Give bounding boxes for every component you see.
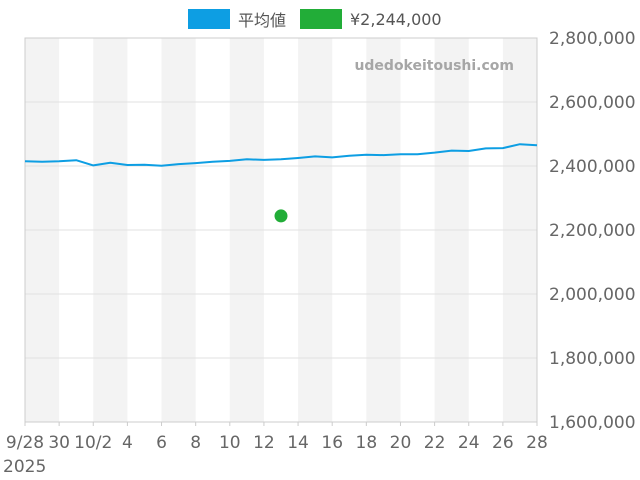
y-tick-label: 1,600,000 [549, 413, 636, 433]
x-tick-label: 12 [253, 433, 275, 453]
x-tick-label: 28 [526, 433, 548, 453]
y-tick-label: 2,000,000 [549, 285, 636, 305]
legend-item-price[interactable]: ¥2,244,000 [300, 7, 442, 31]
x-tick-label: 30 [48, 433, 70, 453]
x-tick-label: 18 [356, 433, 378, 453]
x-tick-label: 8 [190, 433, 201, 453]
x-tick-label: 9/28 [6, 433, 44, 453]
y-tick-label: 1,800,000 [549, 349, 636, 369]
legend-swatch-average [188, 9, 230, 29]
y-tick-label: 2,800,000 [549, 29, 636, 49]
x-tick-label: 26 [492, 433, 514, 453]
x-year-label: 2025 [3, 457, 46, 477]
x-tick-label: 22 [424, 433, 446, 453]
y-tick-label: 2,400,000 [549, 157, 636, 177]
x-tick-label: 24 [458, 433, 480, 453]
x-tick-label: 10/2 [74, 433, 112, 453]
legend-item-average[interactable]: 平均値 [188, 7, 286, 31]
y-tick-label: 2,200,000 [549, 221, 636, 241]
x-tick-label: 10 [219, 433, 241, 453]
legend-label-price: ¥2,244,000 [350, 9, 442, 29]
data-point-price [274, 209, 288, 223]
x-tick-label: 14 [287, 433, 309, 453]
chart-legend: 平均値 ¥2,244,000 [0, 7, 640, 31]
y-tick-label: 2,600,000 [549, 93, 636, 113]
plot-border [24, 37, 538, 423]
x-tick-label: 16 [321, 433, 343, 453]
legend-label-average: 平均値 [238, 11, 287, 30]
x-tick-label: 4 [122, 433, 133, 453]
legend-swatch-price [300, 9, 342, 29]
series-line-average [24, 143, 538, 167]
x-tick-label: 20 [390, 433, 412, 453]
x-tick-label: 6 [156, 433, 167, 453]
watermark-text: udedokeitoushi.com [354, 58, 514, 74]
